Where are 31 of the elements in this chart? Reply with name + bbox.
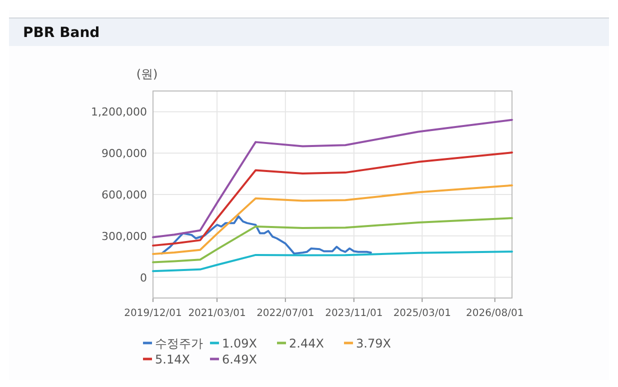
line-series — [152, 184, 513, 255]
legend-item: 1.09X — [210, 336, 257, 350]
legend-label: 6.49X — [222, 352, 257, 366]
y-tick-label: 300,000 — [102, 230, 147, 243]
x-tick-label: 2021/03/01 — [188, 308, 246, 319]
y-tick-label: 600,000 — [102, 188, 147, 202]
legend-label: 1.09X — [222, 336, 257, 350]
legend-label: 수정주가 — [155, 336, 203, 350]
legend-item: 5.14X — [143, 352, 190, 366]
legend-item: 수정주가 — [143, 336, 203, 350]
line-series — [152, 118, 513, 238]
line-series — [160, 215, 372, 255]
y-tick-label: 1,200,000 — [91, 106, 147, 119]
x-tick-label: 2019/12/01 — [124, 308, 182, 319]
legend-label: 2.44X — [289, 336, 324, 350]
legend-item: 6.49X — [210, 352, 257, 366]
x-tick-label: 2025/03/01 — [393, 308, 451, 319]
x-tick-label: 2022/07/01 — [256, 308, 314, 319]
x-tick-label: 2023/11/01 — [325, 308, 383, 319]
line-series — [152, 217, 513, 264]
legend-item: 2.44X — [277, 336, 324, 350]
x-tick-label: 2026/08/01 — [466, 308, 524, 319]
title: PBR Band — [23, 25, 100, 41]
legend-label: 5.14X — [155, 352, 190, 366]
line-series — [152, 250, 513, 272]
legend-label: 3.79X — [356, 336, 391, 350]
y-tick-label: 0 — [140, 271, 147, 284]
legend-item: 3.79X — [344, 336, 391, 350]
y-tick-label: 900,000 — [102, 147, 147, 160]
line-series — [152, 152, 513, 247]
y-axis-title: (원) — [136, 67, 158, 81]
